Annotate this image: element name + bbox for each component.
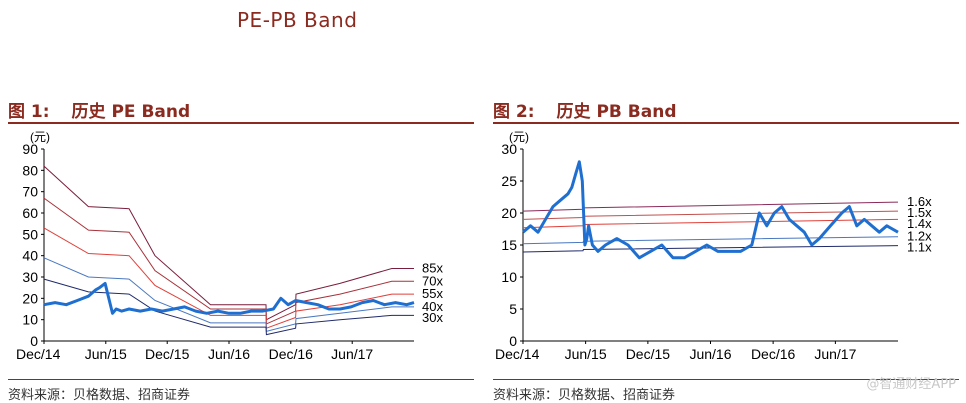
band-label: 1.5x bbox=[907, 205, 932, 220]
band-label: 70x bbox=[422, 273, 443, 288]
y-tick-label: 25 bbox=[501, 173, 517, 189]
y-tick-label: 90 bbox=[22, 141, 38, 157]
y-tick-label: 70 bbox=[22, 184, 38, 200]
x-tick-label: Dec/15 bbox=[626, 346, 671, 362]
band-label: 1.4x bbox=[907, 216, 932, 231]
footer-rule bbox=[493, 379, 959, 380]
pb-band-chart: (元) 0 5 10 15 20 25 30 Dec/14 Jun/15 Dec/15 Jun/16 D… bbox=[495, 130, 932, 362]
x-tick-label: Dec/15 bbox=[145, 346, 190, 362]
band-line-85x bbox=[43, 165, 414, 321]
y-tick-label: 10 bbox=[22, 312, 38, 328]
unit-label: (元) bbox=[509, 130, 529, 144]
page-title: PE-PB Band bbox=[237, 8, 358, 32]
band-label: 1.6x bbox=[907, 194, 932, 209]
y-tick-label: 60 bbox=[22, 205, 38, 221]
y-tick-label: 5 bbox=[509, 301, 517, 317]
figure-caption: 历史 PB Band bbox=[556, 102, 677, 122]
figure-heading: 图 2: 历史 PB Band bbox=[493, 97, 677, 122]
figure-caption: 历史 PE Band bbox=[71, 102, 191, 122]
footer-rule bbox=[8, 379, 474, 380]
y-tick-label: 0 bbox=[509, 333, 517, 349]
band-line-1.4x bbox=[522, 218, 899, 229]
band-label: 85x bbox=[422, 260, 443, 275]
y-tick-label: 80 bbox=[22, 162, 38, 178]
x-tick-label: Dec/16 bbox=[751, 346, 796, 362]
band-label: 30x bbox=[422, 310, 443, 325]
figure-number: 图 2: bbox=[493, 102, 535, 122]
band-label: 55x bbox=[422, 286, 443, 301]
unit-label: (元) bbox=[30, 130, 50, 144]
band-label: 40x bbox=[422, 299, 443, 314]
band-line-30x bbox=[43, 278, 414, 336]
y-tick-label: 15 bbox=[501, 237, 517, 253]
pe-band-chart: (元) 0 10 20 30 40 50 60 70 80 90 Dec/14 Jun/15 Dec/15… bbox=[16, 130, 443, 362]
heading-rule bbox=[8, 122, 474, 124]
pe-band-panel: 图 1: 历史 PE Band (元) 0 10 20 30 40 50 60 70 80 90 Dec… bbox=[8, 95, 474, 403]
y-tick-label: 20 bbox=[22, 290, 38, 306]
y-tick-label: 0 bbox=[30, 333, 38, 349]
x-tick-label: Jun/16 bbox=[208, 346, 250, 362]
y-tick-label: 30 bbox=[501, 141, 517, 157]
band-line-55x bbox=[43, 227, 414, 329]
y-tick-label: 30 bbox=[22, 269, 38, 285]
source-note: 资料来源：贝格数据、招商证券 bbox=[493, 388, 676, 403]
band-label: 1.1x bbox=[907, 240, 932, 255]
band-line-1.1x bbox=[522, 245, 899, 253]
band-label: 1.2x bbox=[907, 229, 932, 244]
y-tick-label: 10 bbox=[501, 269, 517, 285]
y-tick-label: 50 bbox=[22, 226, 38, 242]
x-tick-label: Jun/17 bbox=[331, 346, 373, 362]
price-line bbox=[43, 281, 415, 315]
band-line-1.2x bbox=[522, 236, 899, 245]
y-tick-label: 40 bbox=[22, 248, 38, 264]
watermark: @智通财经APP bbox=[866, 377, 956, 392]
pb-band-panel: 图 2: 历史 PB Band (元) 0 5 10 15 20 25 30 Dec/14 Jun/… bbox=[493, 95, 959, 403]
source-note: 资料来源：贝格数据、招商证券 bbox=[8, 388, 191, 403]
x-tick-label: Jun/16 bbox=[689, 346, 731, 362]
x-tick-label: Jun/15 bbox=[85, 346, 127, 362]
figure-heading: 图 1: 历史 PE Band bbox=[8, 97, 190, 122]
y-tick-label: 20 bbox=[501, 205, 517, 221]
heading-rule bbox=[493, 122, 959, 124]
band-line-1.6x bbox=[522, 201, 899, 212]
x-tick-label: Jun/15 bbox=[565, 346, 607, 362]
x-tick-label: Dec/16 bbox=[269, 346, 314, 362]
x-tick-label: Dec/14 bbox=[495, 346, 540, 362]
price-line bbox=[522, 160, 899, 260]
x-tick-label: Dec/14 bbox=[16, 346, 61, 362]
band-line-40x bbox=[43, 257, 414, 333]
figure-number: 图 1: bbox=[8, 102, 50, 122]
x-tick-label: Jun/17 bbox=[814, 346, 856, 362]
